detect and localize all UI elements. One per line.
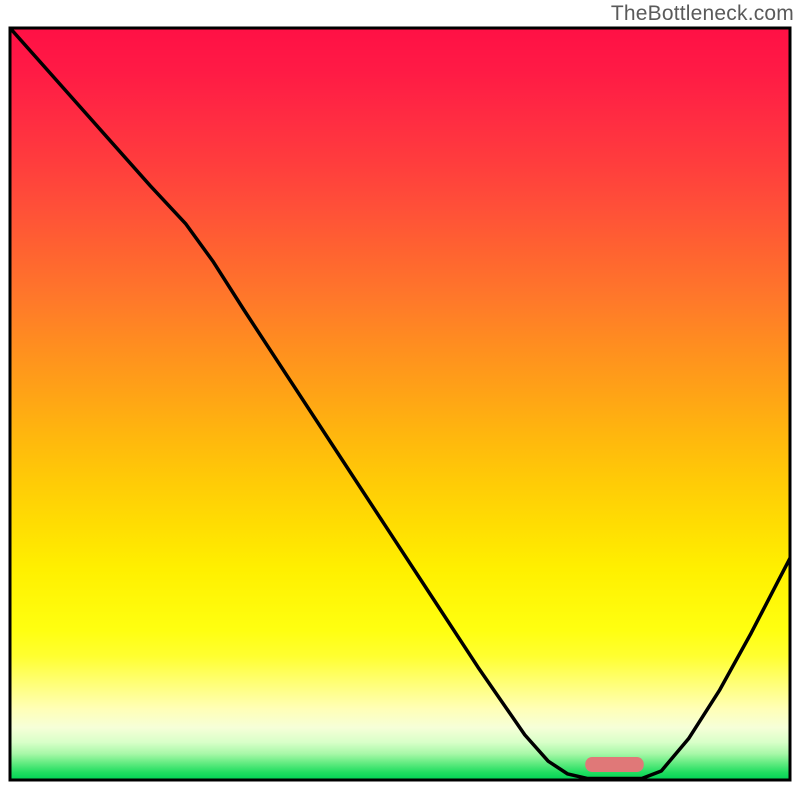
- optimal-marker: [585, 757, 644, 772]
- chart-container: { "watermark": { "text": "TheBottleneck.…: [0, 0, 800, 800]
- bottleneck-chart: [0, 0, 800, 800]
- gradient-background: [10, 28, 790, 780]
